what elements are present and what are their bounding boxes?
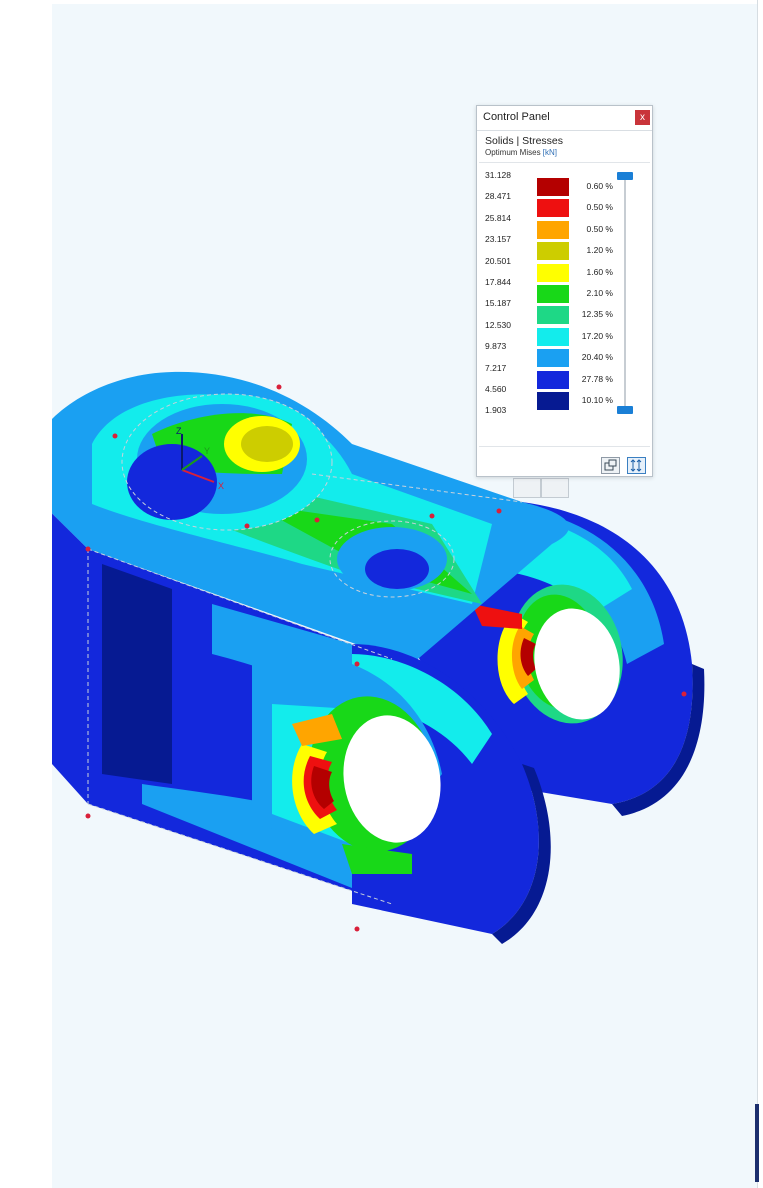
panel-tab-edit[interactable] xyxy=(513,478,541,498)
legend-value: 12.530 xyxy=(485,319,511,330)
legend-percent: 0.50 % xyxy=(586,223,613,234)
legend-percent: 1.20 % xyxy=(586,245,613,256)
header-divider xyxy=(479,162,650,163)
settings-icon xyxy=(604,459,617,471)
legend-settings-button[interactable] xyxy=(601,457,620,474)
legend-swatch xyxy=(537,285,569,303)
load-case-unit: [kN] xyxy=(542,148,558,157)
legend-swatch xyxy=(537,392,569,410)
load-case-prefix: Optimum Mises xyxy=(485,148,541,157)
legend-percent: 0.50 % xyxy=(586,202,613,213)
legend-percent: 1.60 % xyxy=(586,266,613,277)
legend-percent: 20.40 % xyxy=(581,352,613,363)
legend-value: 1.903 xyxy=(485,405,507,416)
legend-value: 15.187 xyxy=(485,298,511,309)
close-button[interactable]: x xyxy=(635,110,650,125)
scale-slider-track[interactable] xyxy=(624,176,626,412)
legend-percent: 0.60 % xyxy=(586,181,613,191)
legend-value: 25.814 xyxy=(485,212,511,223)
legend-percent: 10.10 % xyxy=(581,395,613,405)
axis-label-y: Y xyxy=(204,446,210,456)
legend-value: 20.501 xyxy=(485,255,511,266)
legend-percent: 12.35 % xyxy=(581,309,613,320)
legend-swatch xyxy=(537,242,569,261)
legend-swatch xyxy=(537,306,569,325)
legend-value: 23.157 xyxy=(485,234,511,245)
front-lug xyxy=(252,644,551,944)
right-border xyxy=(757,0,763,1188)
legend-swatch xyxy=(537,370,569,389)
legend-percent: 2.10 % xyxy=(586,288,613,298)
scale-slider-top-handle[interactable] xyxy=(617,172,633,180)
stress-contour-model[interactable]: Z X Y xyxy=(52,4,758,1188)
legend-value: 31.128 xyxy=(485,170,511,180)
node-points xyxy=(85,384,687,932)
control-panel: Control Panel x Solids | Stresses Optimu… xyxy=(476,105,653,477)
legend-swatch xyxy=(537,349,569,368)
adjust-range-button[interactable] xyxy=(627,457,646,474)
range-arrows-icon xyxy=(630,459,642,472)
legend-percent: 17.20 % xyxy=(581,330,613,341)
axis-label-z: Z xyxy=(176,426,182,436)
control-panel-titlebar[interactable]: Control Panel x xyxy=(477,106,652,131)
load-case-label: Optimum Mises [kN] xyxy=(485,148,557,157)
control-panel-title: Control Panel xyxy=(483,111,550,123)
scale-slider-bottom-handle[interactable] xyxy=(617,406,633,414)
legend-swatch xyxy=(537,327,569,346)
legend-value: 28.471 xyxy=(485,191,511,202)
scroll-marker xyxy=(755,1104,759,1182)
left-margin xyxy=(0,0,52,1188)
legend-value: 4.560 xyxy=(485,384,507,394)
body-top xyxy=(52,371,569,664)
legend-swatch xyxy=(537,263,569,282)
legend-swatch xyxy=(537,199,569,218)
axis-label-x: X xyxy=(218,481,224,491)
mesh-lines xyxy=(87,393,523,905)
legend-value: 9.873 xyxy=(485,341,507,352)
result-type-label: Solids | Stresses xyxy=(485,135,564,147)
legend-value: 17.844 xyxy=(485,277,511,287)
legend-value: 7.217 xyxy=(485,362,507,373)
footer-divider xyxy=(479,446,650,447)
panel-tab-display[interactable] xyxy=(541,478,569,498)
legend-swatch xyxy=(537,220,569,239)
legend-swatch xyxy=(537,178,569,196)
legend-percent: 27.78 % xyxy=(581,373,613,384)
axis-triad: Z X Y xyxy=(176,426,224,491)
